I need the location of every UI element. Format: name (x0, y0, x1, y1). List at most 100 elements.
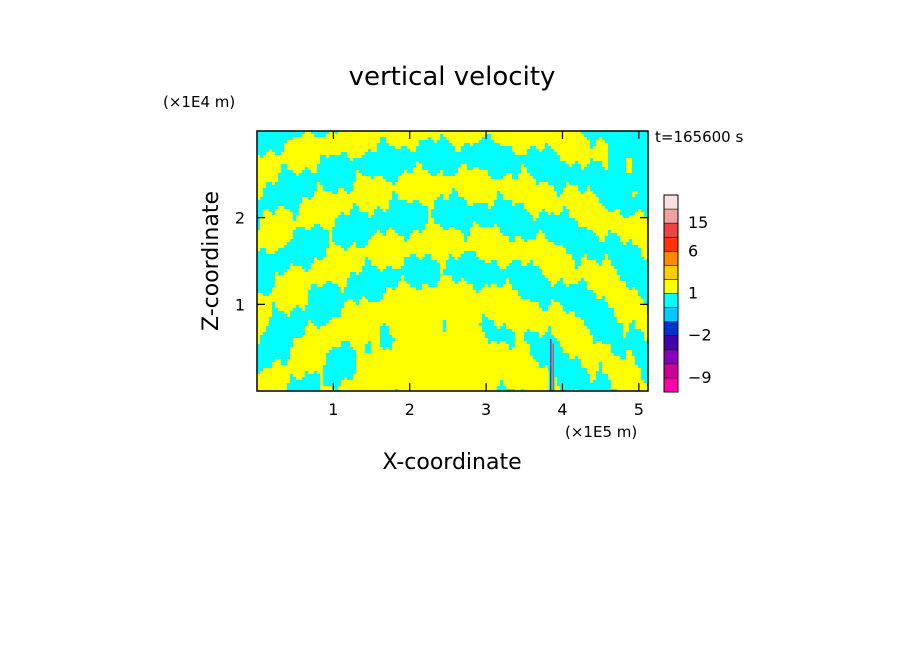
field-cell (608, 209, 615, 213)
field-cell (266, 185, 318, 189)
field-cell (257, 371, 261, 375)
field-cell (569, 209, 609, 213)
field-cell (479, 140, 495, 144)
field-cell (602, 203, 648, 207)
field-cell (593, 341, 597, 345)
field-cell (440, 275, 453, 279)
field-cell (464, 278, 507, 282)
field-cell (419, 140, 435, 144)
field-cell (488, 170, 522, 174)
field-cell (533, 176, 648, 180)
field-cell (461, 254, 477, 258)
field-cell (452, 191, 459, 195)
field-cell (341, 341, 351, 345)
field-cell (593, 338, 645, 342)
field-cell (320, 155, 327, 159)
field-cell (347, 191, 351, 195)
field-cell (539, 362, 582, 366)
field-cell (257, 323, 270, 327)
field-cell (560, 212, 570, 216)
field-cell (362, 173, 402, 177)
field-cell (335, 242, 354, 246)
field-cell (329, 242, 336, 246)
field-cell (347, 284, 399, 288)
field-cell (272, 302, 276, 306)
field-cell (461, 146, 513, 150)
field-cell (500, 266, 507, 270)
field-cell (593, 191, 633, 195)
field-cell (398, 176, 492, 180)
field-cell (404, 257, 420, 261)
field-cell (281, 152, 342, 156)
field-cell (584, 254, 588, 258)
field-cell (569, 356, 576, 360)
field-cell (557, 191, 564, 195)
field-cell (380, 338, 396, 342)
field-cell (572, 257, 582, 261)
field-cell (572, 164, 582, 168)
field-cell (335, 218, 429, 222)
field-cell (602, 164, 609, 168)
field-cell (611, 260, 648, 264)
field-cell (563, 188, 579, 192)
field-cell (398, 389, 498, 391)
field-cell (482, 329, 513, 333)
field-cell (485, 134, 492, 138)
field-cell (266, 248, 279, 252)
field-cell (533, 263, 576, 267)
field-cell (257, 176, 279, 180)
field-cell (479, 323, 495, 327)
field-cell (590, 332, 624, 336)
field-cell (563, 347, 612, 351)
field-cell (617, 233, 648, 237)
field-cell (641, 251, 648, 255)
field-cell (368, 341, 372, 345)
field-cell (365, 347, 372, 351)
field-cell (470, 230, 501, 234)
field-cell (545, 143, 549, 147)
field-cell (449, 227, 456, 231)
field-cell (593, 290, 639, 294)
field-cell (548, 305, 564, 309)
field-cell (512, 287, 588, 291)
field-cell (551, 146, 591, 150)
field-cell (626, 356, 636, 360)
field-cell (608, 149, 648, 153)
field-cell (263, 212, 273, 216)
field-cell (551, 299, 555, 303)
field-cell (392, 194, 399, 198)
field-cell (509, 344, 516, 348)
field-cell (275, 251, 327, 255)
field-cell (545, 236, 600, 240)
field-cell (329, 131, 336, 135)
field-cell (314, 191, 333, 195)
field-cell (425, 224, 441, 228)
field-cell (431, 215, 534, 219)
field-cell (359, 170, 405, 174)
field-cell (314, 260, 366, 264)
field-cell (257, 245, 285, 249)
field-cell (608, 302, 645, 306)
field-cell (623, 323, 630, 327)
field-cell (500, 326, 507, 330)
field-cell (635, 212, 645, 216)
field-cell (488, 341, 492, 345)
field-cell (257, 305, 273, 309)
field-cell (581, 263, 600, 267)
field-cell (350, 158, 354, 162)
field-cell (509, 236, 516, 240)
field-cell (563, 206, 567, 210)
field-cell (392, 287, 396, 291)
field-cell (500, 143, 546, 147)
field-cell (563, 281, 579, 285)
field-cell (326, 359, 357, 363)
field-cell (461, 278, 465, 282)
field-cell (566, 185, 579, 189)
field-cell (260, 248, 267, 252)
field-cell (488, 317, 582, 321)
field-cell (269, 320, 309, 324)
field-cell (644, 380, 648, 384)
field-cell (266, 326, 306, 330)
field-cell (281, 170, 294, 174)
field-cell (392, 227, 426, 231)
